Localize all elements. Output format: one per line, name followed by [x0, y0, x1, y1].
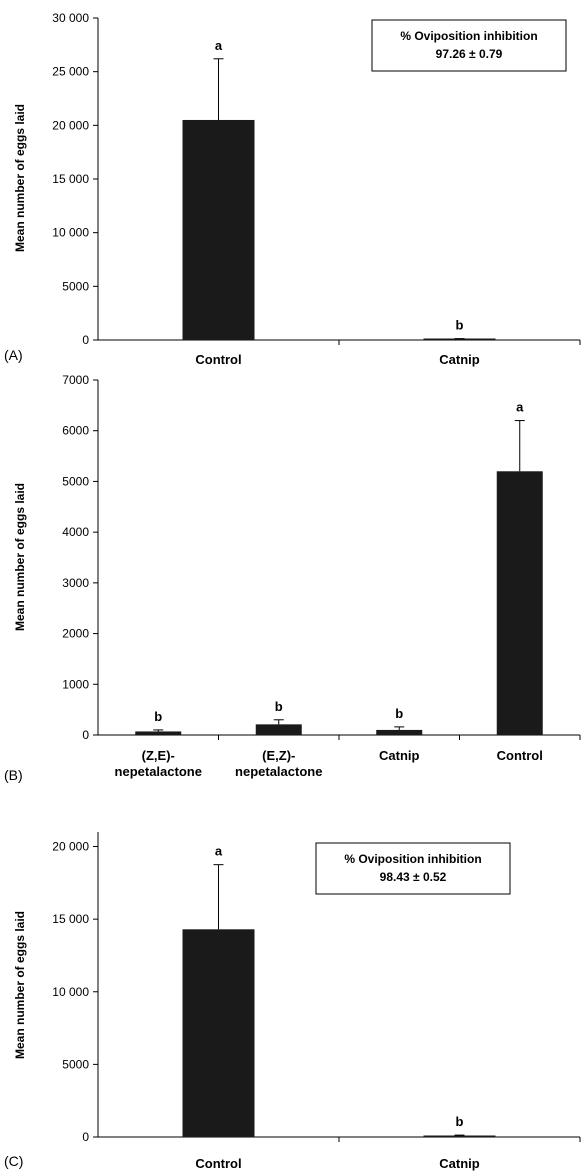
x-category-label: (Z,E)-: [142, 748, 175, 763]
significance-label: a: [215, 844, 223, 859]
x-category-label: (E,Z)-: [262, 748, 295, 763]
y-tick-label: 20 000: [52, 840, 89, 854]
y-tick-label: 7000: [62, 373, 89, 387]
y-tick-label: 0: [82, 728, 89, 742]
x-category-label: Catnip: [439, 352, 480, 367]
x-category-label: nepetalactone: [235, 764, 322, 779]
panel-label: (C): [4, 1153, 23, 1169]
y-tick-label: 30 000: [52, 11, 89, 25]
chart-panel-3: 0 5000 10 000 15 000 20 000 Mean number of eg…: [4, 832, 581, 1171]
annotation-value: 97.26 ± 0.79: [436, 47, 503, 61]
x-category-label: Catnip: [439, 1156, 480, 1171]
y-axis-label: Mean number of eggs laid: [13, 911, 27, 1059]
annotation-title: % Oviposition inhibition: [344, 852, 481, 866]
x-category-label: nepetalactone: [115, 764, 202, 779]
bar: [376, 729, 423, 735]
y-axis-label: Mean number of eggs laid: [13, 483, 27, 631]
bar: [182, 929, 255, 1137]
x-category-label: Control: [195, 1156, 241, 1171]
y-tick-label: 5000: [62, 1057, 89, 1071]
y-tick-label: 25 000: [52, 65, 89, 79]
bar: [182, 119, 255, 340]
y-tick-label: 10 000: [52, 226, 89, 240]
bar: [423, 1135, 496, 1137]
y-tick-label: 2000: [62, 627, 89, 641]
y-tick-label: 6000: [62, 424, 89, 438]
panel-label: (A): [4, 347, 23, 363]
significance-label: b: [456, 318, 464, 333]
significance-label: b: [154, 709, 162, 724]
y-tick-label: 15 000: [52, 912, 89, 926]
y-tick-label: 4000: [62, 525, 89, 539]
chart-panel-2: 0 1000 2000 3000 4000 5000 6000 7000 Mean number…: [4, 373, 581, 783]
x-category-label: Control: [497, 748, 543, 763]
y-tick-label: 0: [82, 1130, 89, 1144]
y-tick-label: 3000: [62, 576, 89, 590]
y-tick-label: 10 000: [52, 985, 89, 999]
y-tick-label: 0: [82, 333, 89, 347]
significance-label: a: [516, 400, 524, 415]
significance-label: b: [395, 706, 403, 721]
significance-label: b: [456, 1114, 464, 1129]
annotation-box: [371, 19, 567, 72]
y-tick-label: 20 000: [52, 118, 89, 132]
x-category-label: Control: [195, 352, 241, 367]
annotation-box: [315, 842, 511, 895]
significance-label: b: [275, 699, 283, 714]
x-category-label: Catnip: [379, 748, 420, 763]
y-tick-label: 15 000: [52, 172, 89, 186]
bar: [496, 471, 543, 735]
significance-label: a: [215, 38, 223, 53]
y-axis-label: Mean number of eggs laid: [13, 104, 27, 252]
bar: [255, 724, 302, 735]
panel-label: (B): [4, 767, 23, 783]
annotation-title: % Oviposition inhibition: [400, 29, 537, 43]
bar: [423, 338, 496, 340]
y-tick-label: 1000: [62, 677, 89, 691]
bar: [135, 731, 182, 735]
y-tick-label: 5000: [62, 474, 89, 488]
chart-panel-1: 0 5000 10 000 15 000 20 000 25 000 30 000 Mean …: [4, 11, 581, 367]
y-tick-label: 5000: [62, 279, 89, 293]
annotation-value: 98.43 ± 0.52: [380, 870, 447, 884]
